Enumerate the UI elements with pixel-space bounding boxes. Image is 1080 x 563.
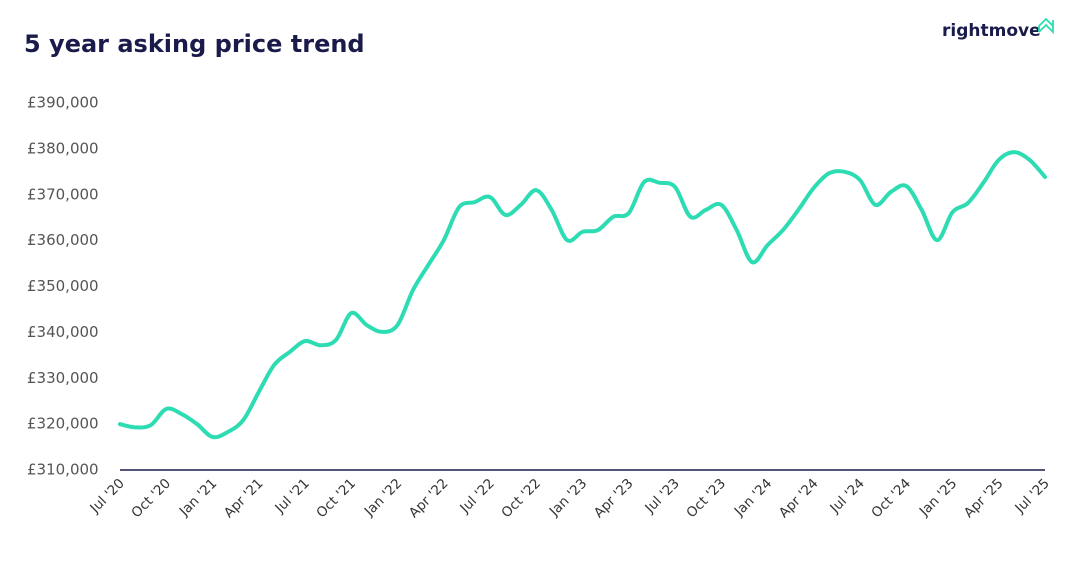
x-tick-label: Apr '24: [776, 476, 822, 522]
x-tick-label: Jul '25: [1011, 476, 1052, 517]
x-tick-label: Oct '20: [128, 476, 174, 522]
x-tick-label: Jul '20: [86, 476, 127, 517]
chart-title: 5 year asking price trend: [24, 30, 365, 58]
y-tick-label: £350,000: [27, 277, 99, 295]
x-tick-label: Jul '23: [641, 476, 682, 517]
y-tick-label: £360,000: [27, 231, 99, 249]
x-tick-label: Oct '24: [868, 476, 914, 522]
x-tick-label: Apr '23: [591, 476, 637, 522]
x-tick-label: Oct '22: [498, 476, 544, 522]
y-tick-label: £340,000: [27, 323, 99, 341]
x-tick-label: Apr '21: [221, 476, 267, 522]
y-tick-label: £380,000: [27, 139, 99, 157]
x-tick-label: Jul '22: [456, 476, 497, 517]
logo-icon: [1038, 17, 1054, 35]
brand-logo: rightmove: [942, 21, 1041, 41]
y-tick-label: £390,000: [27, 94, 99, 112]
price-line: [118, 150, 1047, 440]
x-tick-label: Jul '24: [826, 476, 867, 517]
x-tick-label: Jan '25: [916, 476, 961, 521]
x-tick-label: Jul '21: [271, 476, 312, 517]
x-tick-label: Apr '22: [406, 476, 452, 522]
y-tick-label: £310,000: [27, 461, 99, 479]
x-tick-label: Oct '21: [313, 476, 359, 522]
x-tick-label: Apr '25: [961, 476, 1007, 522]
y-tick-label: £370,000: [27, 185, 99, 203]
x-tick-label: Jan '22: [361, 476, 406, 521]
x-tick-label: Jan '21: [176, 476, 221, 521]
y-tick-label: £320,000: [27, 415, 99, 433]
y-tick-label: £330,000: [27, 369, 99, 387]
x-tick-label: Jan '24: [731, 476, 776, 521]
x-tick-label: Oct '23: [683, 476, 729, 522]
x-tick-label: Jan '23: [546, 476, 591, 521]
